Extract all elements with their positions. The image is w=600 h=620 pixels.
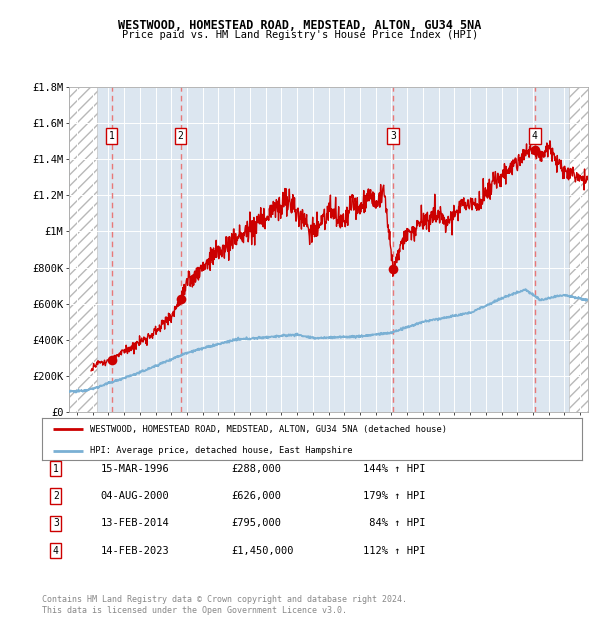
- Text: £288,000: £288,000: [231, 464, 281, 474]
- Text: 15-MAR-1996: 15-MAR-1996: [101, 464, 170, 474]
- Text: £795,000: £795,000: [231, 518, 281, 528]
- Text: This data is licensed under the Open Government Licence v3.0.: This data is licensed under the Open Gov…: [42, 606, 347, 616]
- Text: 4: 4: [53, 546, 59, 556]
- Text: 2: 2: [53, 491, 59, 501]
- Text: 144% ↑ HPI: 144% ↑ HPI: [363, 464, 425, 474]
- Text: 3: 3: [53, 518, 59, 528]
- Text: 1: 1: [109, 131, 115, 141]
- Text: 2: 2: [178, 131, 184, 141]
- Text: 4: 4: [532, 131, 538, 141]
- Text: 3: 3: [391, 131, 396, 141]
- Text: 1: 1: [53, 464, 59, 474]
- Text: 13-FEB-2014: 13-FEB-2014: [101, 518, 170, 528]
- Text: 179% ↑ HPI: 179% ↑ HPI: [363, 491, 425, 501]
- Text: £1,450,000: £1,450,000: [231, 546, 293, 556]
- Text: £626,000: £626,000: [231, 491, 281, 501]
- Text: WESTWOOD, HOMESTEAD ROAD, MEDSTEAD, ALTON, GU34 5NA (detached house): WESTWOOD, HOMESTEAD ROAD, MEDSTEAD, ALTO…: [89, 425, 446, 434]
- Text: Contains HM Land Registry data © Crown copyright and database right 2024.: Contains HM Land Registry data © Crown c…: [42, 595, 407, 604]
- Text: 84% ↑ HPI: 84% ↑ HPI: [363, 518, 425, 528]
- Text: HPI: Average price, detached house, East Hampshire: HPI: Average price, detached house, East…: [89, 446, 352, 455]
- Text: 112% ↑ HPI: 112% ↑ HPI: [363, 546, 425, 556]
- Text: 14-FEB-2023: 14-FEB-2023: [101, 546, 170, 556]
- Text: WESTWOOD, HOMESTEAD ROAD, MEDSTEAD, ALTON, GU34 5NA: WESTWOOD, HOMESTEAD ROAD, MEDSTEAD, ALTO…: [118, 19, 482, 32]
- Text: 04-AUG-2000: 04-AUG-2000: [101, 491, 170, 501]
- Text: Price paid vs. HM Land Registry's House Price Index (HPI): Price paid vs. HM Land Registry's House …: [122, 30, 478, 40]
- Bar: [569, 87, 588, 412]
- Bar: [69, 87, 97, 412]
